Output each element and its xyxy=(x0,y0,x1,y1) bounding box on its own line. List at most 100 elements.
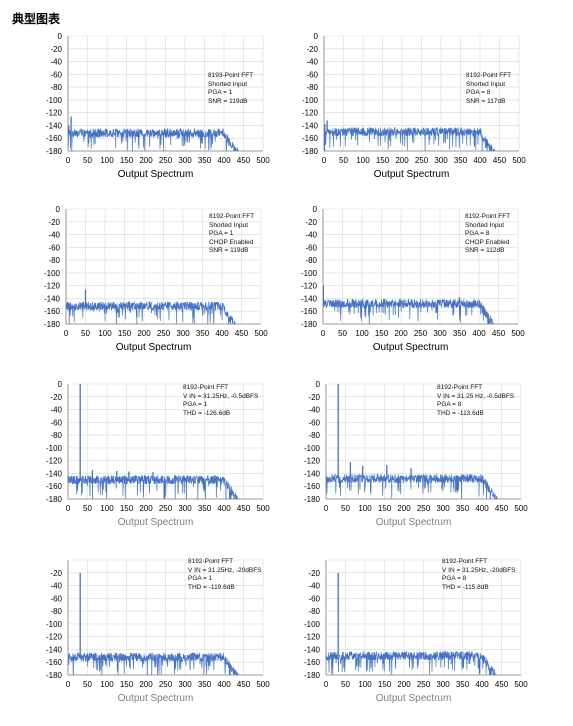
x-tick-label: 0 xyxy=(66,504,71,513)
x-tick-label: 200 xyxy=(394,329,408,338)
y-tick-label: -100 xyxy=(46,444,63,453)
fft-chart-3: 0 -20 -40 -60 -80 -100 -120 -140 -160 -180 0 50 100 1… xyxy=(18,205,293,375)
x-tick-label: 500 xyxy=(256,504,270,513)
x-tick-label: 100 xyxy=(98,329,112,338)
y-tick-label: -80 xyxy=(48,256,60,265)
x-tick-label: 400 xyxy=(475,680,489,689)
fft-chart-8: -20 -40 -60 -80 -100 -120 -140 -160 -180 0 50 100 15… xyxy=(278,556,553,726)
annotation-line: 8192-Point FFT xyxy=(188,558,234,565)
y-tick-label: -60 xyxy=(50,70,62,79)
fft-chart-7: -20 -40 -60 -80 -100 -120 -140 -160 -180 0 50 100 15… xyxy=(20,556,295,726)
x-tick-label: 300 xyxy=(436,504,450,513)
x-axis-label: Output Spectrum xyxy=(373,342,449,353)
fft-series xyxy=(68,652,239,675)
y-tick-label: -60 xyxy=(308,594,320,603)
y-tick-label: -40 xyxy=(50,582,62,591)
x-tick-label: 50 xyxy=(341,680,350,689)
y-tick-label: -100 xyxy=(304,620,321,629)
x-tick-label: 150 xyxy=(378,680,392,689)
x-tick-label: 450 xyxy=(237,156,251,165)
x-tick-label: 450 xyxy=(495,680,509,689)
y-tick-label: -160 xyxy=(302,134,319,143)
y-tick-label: -20 xyxy=(48,218,60,227)
y-tick-label: -140 xyxy=(302,121,319,130)
x-tick-label: 450 xyxy=(492,329,506,338)
x-tick-label: 100 xyxy=(100,156,114,165)
y-tick-label: -140 xyxy=(304,469,321,478)
x-tick-label: 350 xyxy=(454,156,468,165)
x-tick-label: 350 xyxy=(198,156,212,165)
x-tick-label: 0 xyxy=(66,680,71,689)
x-tick-label: 350 xyxy=(453,329,467,338)
x-tick-label: 200 xyxy=(395,156,409,165)
x-tick-label: 450 xyxy=(235,329,249,338)
y-tick-label: -120 xyxy=(44,282,61,291)
y-tick-label: -60 xyxy=(48,243,60,252)
chart-annotation: 8192-Point FFT V IN = 31.25Hz, -0.5dBFS PG… xyxy=(183,384,258,418)
y-tick-label: -60 xyxy=(50,594,62,603)
annotation-line: 8193-Point FFT xyxy=(208,72,254,79)
annotation-line: Shorted Input xyxy=(209,221,249,229)
chart-annotation: 8192-Point FFT Shorted Input PGA = 8 CHOP E… xyxy=(465,213,510,256)
x-tick-label: 350 xyxy=(198,680,212,689)
x-tick-label: 100 xyxy=(358,680,372,689)
y-tick-label: -80 xyxy=(50,607,62,616)
annotation-line: CHOP Enabled xyxy=(209,238,254,246)
x-tick-label: 400 xyxy=(472,329,486,338)
fft-chart-2: 0 -20 -40 -60 -80 -100 -120 -140 -160 -180 0 50 100 1… xyxy=(276,32,551,202)
chart-annotation: 8192-Point FFT Shorted Input PGA = 8 SNR = … xyxy=(466,72,511,106)
annotation-line: Shorted Input xyxy=(466,80,506,88)
y-tick-label: -40 xyxy=(50,406,62,415)
x-tick-label: 350 xyxy=(456,680,470,689)
y-tick-label: -140 xyxy=(46,121,63,130)
x-tick-label: 0 xyxy=(324,504,329,513)
x-tick-label: 50 xyxy=(339,156,348,165)
y-tick-label: -140 xyxy=(301,294,318,303)
y-tick-label: -80 xyxy=(308,607,320,616)
y-tick-label: -160 xyxy=(46,482,63,491)
y-tick-label: -40 xyxy=(305,231,317,240)
chart-annotation: 8192-Point FFT V IN = 31.25Hz, -20dBFS PGA… xyxy=(442,558,516,592)
x-axis-label: Output Spectrum xyxy=(118,693,194,704)
x-tick-label: 200 xyxy=(397,504,411,513)
annotation-line: Shorted Input xyxy=(208,80,248,88)
x-tick-label: 300 xyxy=(433,329,447,338)
x-tick-label: 250 xyxy=(159,504,173,513)
x-tick-label: 150 xyxy=(120,156,134,165)
y-tick-label: -140 xyxy=(46,645,63,654)
x-tick-label: 150 xyxy=(120,680,134,689)
x-tick-label: 150 xyxy=(120,504,134,513)
x-tick-label: 50 xyxy=(83,156,92,165)
annotation-line: PGA = 8 xyxy=(442,575,467,583)
annotation-line: PGA = 8 xyxy=(466,89,491,97)
y-tick-label: -160 xyxy=(304,482,321,491)
x-tick-label: 400 xyxy=(217,504,231,513)
y-tick-label: -20 xyxy=(305,218,317,227)
annotation-line: 8192-Point FFT xyxy=(209,213,255,220)
y-tick-label: -100 xyxy=(46,620,63,629)
fft-series xyxy=(326,650,496,675)
annotation-line: SNR = 117dB xyxy=(466,97,506,105)
x-tick-label: 50 xyxy=(341,504,350,513)
annotation-line: PGA = 8 xyxy=(465,230,490,238)
chart-annotation: 8192-Point FFT V IN = 31.25Hz, -20dBFS PGA… xyxy=(188,558,262,592)
x-tick-label: 350 xyxy=(456,504,470,513)
x-tick-label: 200 xyxy=(139,680,153,689)
x-tick-label: 50 xyxy=(83,680,92,689)
x-tick-label: 50 xyxy=(338,329,347,338)
y-tick-label: -160 xyxy=(46,134,63,143)
x-tick-label: 300 xyxy=(434,156,448,165)
y-tick-label: -180 xyxy=(302,147,319,156)
x-tick-label: 100 xyxy=(358,504,372,513)
x-tick-label: 350 xyxy=(198,504,212,513)
y-tick-label: -160 xyxy=(46,658,63,667)
annotation-line: PGA = 1 xyxy=(183,401,208,409)
fft-series xyxy=(324,126,496,151)
y-tick-label: -80 xyxy=(308,431,320,440)
chart-annotation: 8193-Point FFT Shorted Input PGA = 1 SNR = … xyxy=(208,72,253,106)
x-tick-label: 300 xyxy=(178,680,192,689)
x-tick-label: 250 xyxy=(159,680,173,689)
x-tick-label: 500 xyxy=(514,504,528,513)
